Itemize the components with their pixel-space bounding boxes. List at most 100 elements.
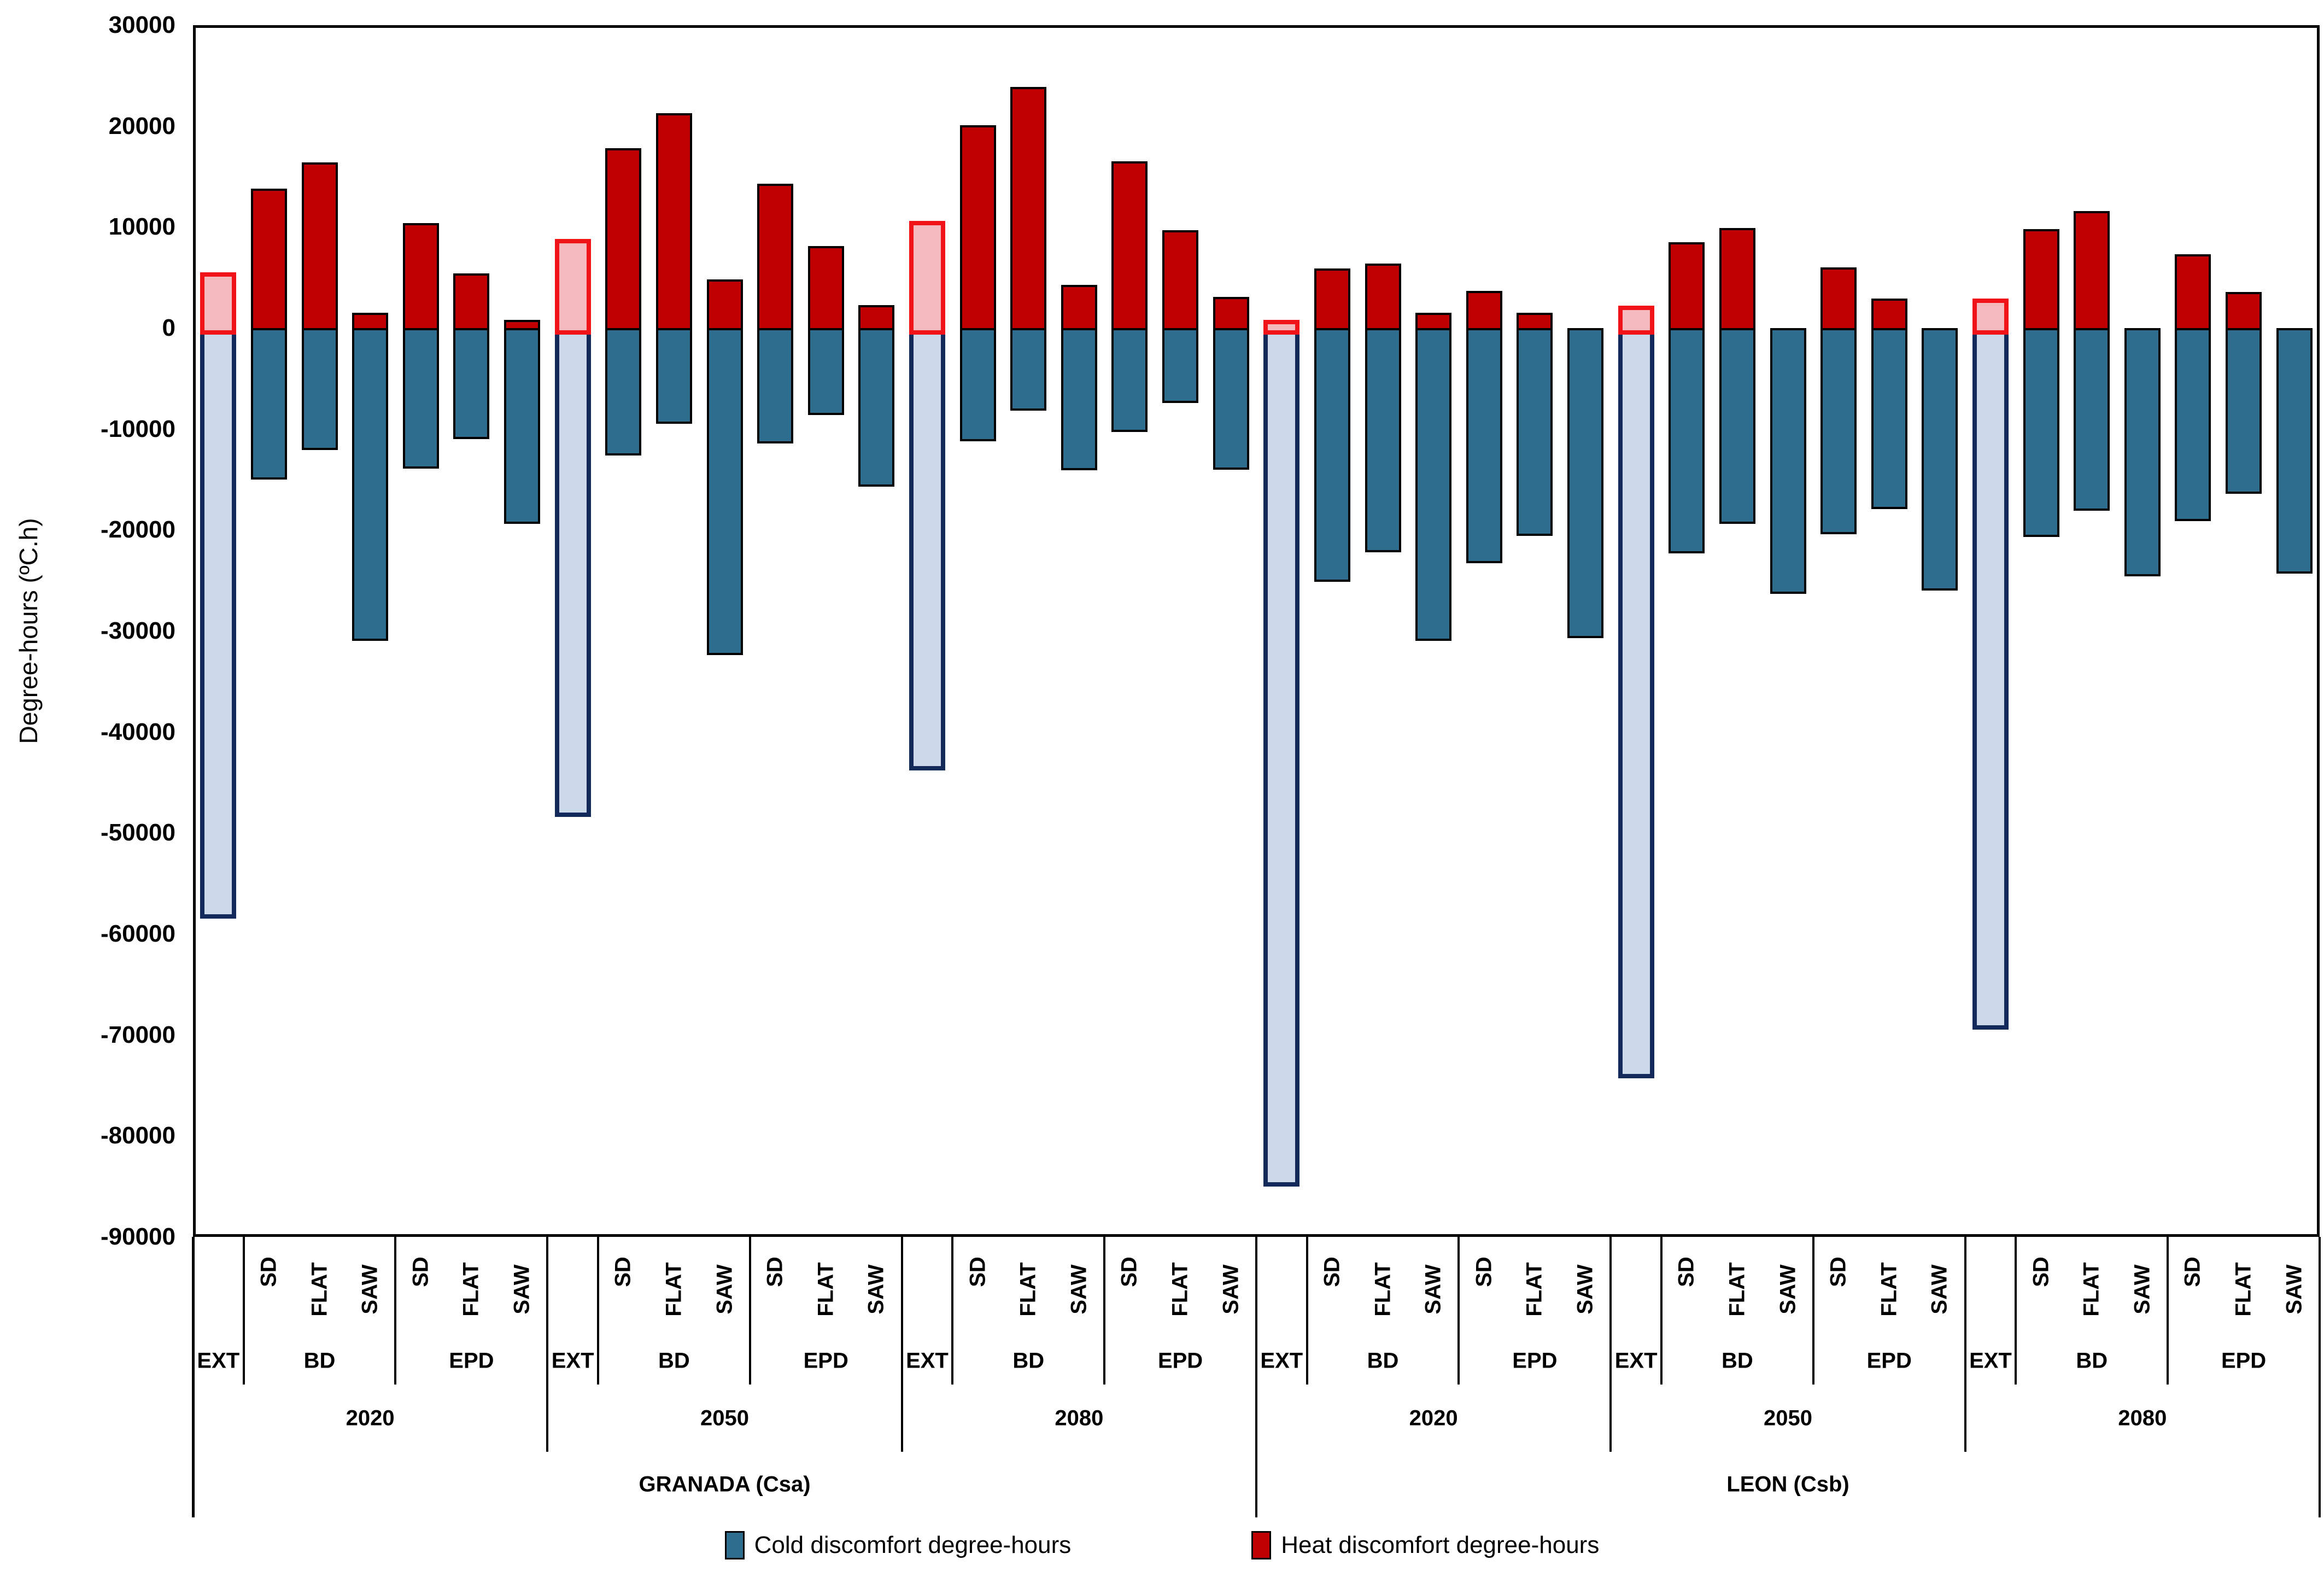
x-axis-year-label: 2020	[1409, 1406, 1458, 1430]
x-axis-section-label: BD	[1367, 1348, 1399, 1372]
cold-segment-granada-2080-ext	[909, 328, 945, 770]
cold-segment-granada-2080-flat	[1010, 328, 1047, 411]
x-axis-sublabel: SD	[2029, 1257, 2053, 1287]
y-axis-tick-label: -30000	[100, 617, 175, 644]
heat-segment-granada-2020-saw	[504, 320, 541, 330]
heat-segment-leon-2050-ext	[1618, 306, 1654, 335]
x-axis-year-label: 2020	[346, 1406, 395, 1430]
heat-segment-leon-2020-sd	[1466, 290, 1502, 330]
cold-segment-leon-2020-flat	[1517, 328, 1553, 536]
x-axis-sublabel: FLAT	[2231, 1262, 2256, 1317]
legend-item: Heat discomfort degree-hours	[1251, 1531, 1599, 1559]
x-axis-sublabel: SD	[1117, 1257, 1141, 1287]
heat-segment-granada-2020-flat	[453, 273, 490, 330]
cold-segment-leon-2080-flat	[2074, 328, 2110, 511]
x-axis-section-label: EXT	[197, 1348, 240, 1372]
cold-segment-granada-2080-sd	[1111, 328, 1148, 433]
cold-segment-leon-2080-flat	[2226, 328, 2262, 494]
x-axis-sublabel: SAW	[358, 1264, 382, 1315]
x-axis-sublabel: SAW	[1776, 1264, 1800, 1315]
heat-segment-granada-2050-saw	[858, 305, 895, 330]
heat-segment-granada-2080-ext	[909, 221, 945, 335]
x-axis-section-label: EPD	[803, 1348, 848, 1372]
heat-segment-granada-2080-flat	[1010, 86, 1047, 330]
heat-segment-granada-2050-ext	[554, 239, 591, 335]
axis-separator-line	[1255, 1237, 1257, 1517]
cold-segment-leon-2080-ext	[1972, 328, 2009, 1030]
x-axis-sublabel: SAW	[1219, 1264, 1243, 1315]
heat-segment-leon-2020-ext	[1263, 320, 1300, 335]
axis-separator-line	[1609, 1237, 1612, 1452]
x-axis-section-label: BD	[658, 1348, 690, 1372]
cold-segment-leon-2020-sd	[1314, 328, 1350, 582]
x-axis-section-label: EPD	[1512, 1348, 1558, 1372]
cold-segment-leon-2020-flat	[1365, 328, 1401, 552]
cold-segment-leon-2080-sd	[2175, 328, 2211, 521]
cold-segment-granada-2050-sd	[757, 328, 794, 443]
cold-segment-granada-2020-sd	[250, 328, 287, 480]
y-axis-tick-label: -90000	[100, 1223, 175, 1250]
heat-segment-leon-2080-flat	[2226, 291, 2262, 330]
x-axis-sublabel: FLAT	[1725, 1262, 1749, 1317]
axis-separator-line	[1457, 1237, 1460, 1385]
x-axis-section-label: EPD	[1866, 1348, 1912, 1372]
heat-segment-leon-2020-sd	[1314, 268, 1350, 330]
x-axis-sublabel: SD	[611, 1257, 635, 1287]
y-axis-tick-label: -70000	[100, 1021, 175, 1048]
axis-separator-line	[748, 1237, 751, 1385]
x-axis-year-label: 2050	[700, 1406, 749, 1430]
x-axis-sublabel: SAW	[1067, 1264, 1091, 1315]
x-axis-section-label: EXT	[551, 1348, 594, 1372]
cold-segment-leon-2080-saw	[2276, 328, 2313, 574]
x-axis-sublabel: FLAT	[1371, 1262, 1395, 1317]
x-axis-year-label: 2050	[1764, 1406, 1812, 1430]
axis-separator-line	[1306, 1237, 1308, 1385]
axis-separator-line	[1812, 1237, 1814, 1385]
y-axis-title: Degree-hours (ºC.h)	[14, 518, 43, 744]
cold-segment-granada-2020-sd	[402, 328, 439, 469]
heat-segment-leon-2080-flat	[2074, 211, 2110, 330]
cold-segment-granada-2050-flat	[655, 328, 692, 424]
x-axis-sublabel: SAW	[510, 1264, 534, 1315]
x-axis-year-label: 2080	[1055, 1406, 1104, 1430]
x-axis-sublabel: SD	[965, 1257, 990, 1287]
x-axis-section-label: BD	[1012, 1348, 1045, 1372]
axis-separator-line	[596, 1237, 599, 1385]
plot-area	[193, 25, 2320, 1237]
x-axis-city-label: GRANADA (Csa)	[639, 1472, 811, 1497]
x-axis-section-label: BD	[1721, 1348, 1753, 1372]
x-axis-sublabel: FLAT	[662, 1262, 686, 1317]
heat-segment-leon-2050-flat	[1719, 228, 1755, 330]
y-axis-tick-label: 0	[162, 314, 175, 341]
x-axis-sublabel: FLAT	[1168, 1262, 1192, 1317]
x-axis-sublabel: SD	[1674, 1257, 1699, 1287]
x-axis-section-label: BD	[2076, 1348, 2108, 1372]
heat-segment-granada-2050-sd	[757, 183, 794, 330]
x-axis-year-label: 2080	[2118, 1406, 2167, 1430]
x-axis-sublabel: FLAT	[1877, 1262, 1901, 1317]
heat-segment-leon-2050-sd	[1669, 242, 1705, 330]
cold-segment-leon-2020-sd	[1466, 328, 1502, 564]
heat-segment-leon-2050-sd	[1820, 267, 1857, 330]
y-axis-tick-label: 20000	[108, 112, 175, 139]
cold-segment-granada-2050-ext	[554, 328, 591, 817]
axis-separator-line	[191, 1237, 195, 1517]
x-axis-sublabel: SD	[2180, 1257, 2205, 1287]
cold-segment-granada-2050-saw	[858, 328, 895, 487]
cold-segment-granada-2050-saw	[706, 328, 743, 656]
axis-separator-line	[546, 1237, 549, 1452]
cold-segment-granada-2050-sd	[605, 328, 642, 455]
heat-segment-granada-2020-flat	[301, 162, 338, 330]
cold-segment-granada-2020-saw	[352, 328, 389, 641]
heat-segment-granada-2050-flat	[807, 246, 844, 330]
axis-separator-line	[2015, 1237, 2017, 1385]
cold-segment-leon-2020-saw	[1415, 328, 1452, 641]
x-axis-sublabel: SAW	[2130, 1264, 2155, 1315]
x-axis-section-label: EXT	[906, 1348, 949, 1372]
y-axis-tick-label: -50000	[100, 819, 175, 846]
cold-segment-granada-2080-saw	[1213, 328, 1249, 470]
x-axis-sublabel: FLAT	[459, 1262, 483, 1317]
axis-separator-line	[1660, 1237, 1662, 1385]
heat-segment-granada-2080-sd	[959, 125, 996, 330]
cold-segment-granada-2080-flat	[1162, 328, 1199, 403]
